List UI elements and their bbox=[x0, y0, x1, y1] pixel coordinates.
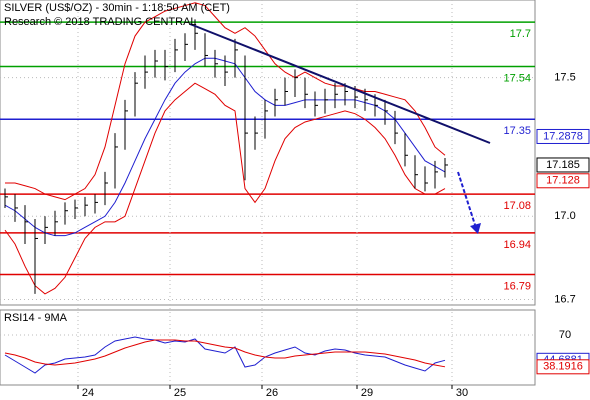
y-tick-label: 17.5 bbox=[554, 72, 575, 84]
price-tag bbox=[536, 173, 590, 189]
rsi-panel bbox=[0, 309, 536, 386]
arrow-head bbox=[470, 223, 481, 234]
band-line bbox=[4, 82, 446, 295]
price-tag-label: 17.2878 bbox=[543, 130, 583, 142]
price-panel bbox=[0, 0, 536, 306]
price-tag bbox=[536, 128, 590, 144]
price-tag bbox=[536, 157, 590, 173]
rsi-label: RSI14 - 9MA bbox=[4, 312, 68, 324]
rsi-line bbox=[4, 336, 446, 374]
chart-title: SILVER (US$/OZ) - 30min - 1:18:50 AM (CE… bbox=[4, 2, 230, 14]
price-tag-label: 17.185 bbox=[546, 159, 580, 171]
level-label: 17.35 bbox=[503, 125, 531, 137]
x-tick-label: 24 bbox=[82, 387, 94, 399]
rsi-line bbox=[4, 339, 446, 368]
chart-subtitle: Research © 2018 TRADING CENTRAL bbox=[4, 16, 197, 28]
rsi-tick-label: 70 bbox=[559, 329, 571, 341]
band-line bbox=[5, 2, 446, 201]
forecast-arrow bbox=[457, 171, 477, 229]
price-tag-label: 17.128 bbox=[546, 175, 580, 187]
y-tick-label: 16.7 bbox=[554, 293, 575, 305]
level-label: 16.94 bbox=[503, 239, 531, 251]
x-tick-label: 29 bbox=[361, 387, 373, 399]
x-tick-label: 25 bbox=[174, 387, 186, 399]
price-tag bbox=[536, 359, 590, 375]
x-tick-label: 30 bbox=[456, 387, 468, 399]
price-tag-label: 38.1916 bbox=[543, 361, 583, 373]
x-tick-label: 26 bbox=[266, 387, 278, 399]
level-label: 17.7 bbox=[510, 28, 531, 40]
level-label: 17.54 bbox=[503, 72, 531, 84]
trend-line bbox=[189, 23, 491, 144]
y-tick-label: 17.0 bbox=[554, 210, 575, 222]
level-label: 17.08 bbox=[503, 200, 531, 212]
level-label: 16.79 bbox=[503, 280, 531, 292]
